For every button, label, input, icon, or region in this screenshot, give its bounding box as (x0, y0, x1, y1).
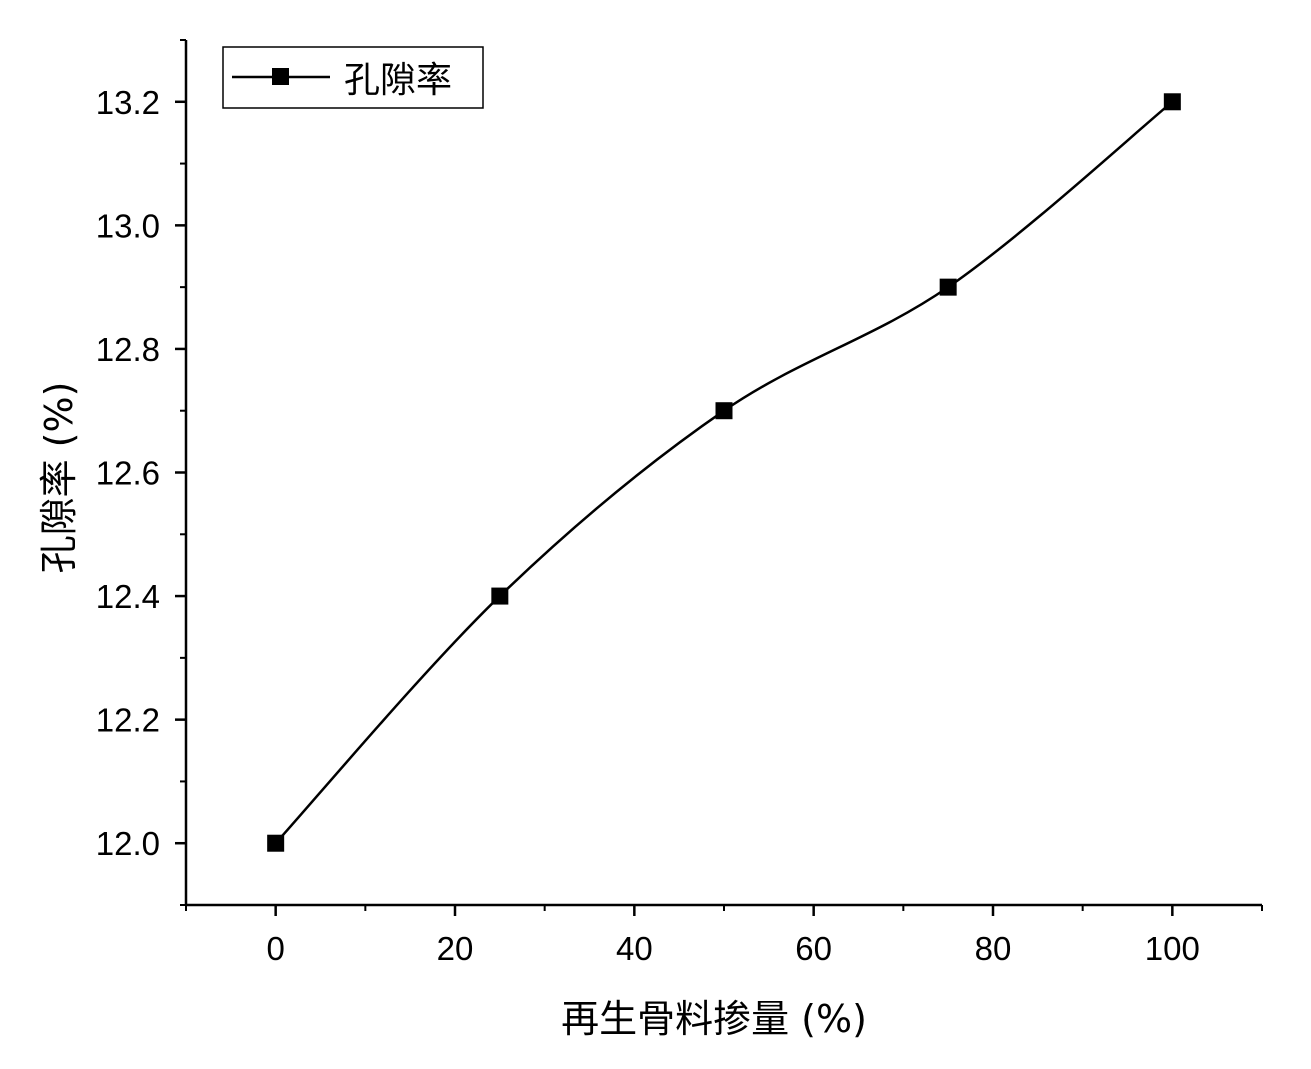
y-tick-label: 13.0 (96, 207, 160, 244)
data-point-marker (491, 587, 509, 605)
data-point-marker (267, 834, 285, 852)
ticks: 0 20 40 60 80 100 12.0 12.2 12.4 12.6 12.8 13.0 13.2 (96, 39, 1263, 967)
y-tick-label: 13.2 (96, 84, 160, 121)
data-point-marker (1163, 93, 1181, 111)
series (267, 93, 1181, 852)
series-line (274, 100, 1174, 845)
x-tick-label: 100 (1145, 930, 1200, 967)
y-tick-label: 12.6 (96, 455, 160, 492)
x-tick-label: 20 (437, 930, 474, 967)
x-tick-label: 80 (975, 930, 1012, 967)
x-tick-label: 40 (616, 930, 653, 967)
y-tick-label: 12.2 (96, 702, 160, 739)
y-axis-title: 孔隙率 (%) (37, 382, 81, 574)
x-tick-label: 0 (266, 930, 284, 967)
y-tick-label: 12.8 (96, 331, 160, 368)
legend-marker-square (272, 68, 289, 85)
x-axis-title: 再生骨料掺量 (%) (561, 997, 867, 1041)
y-tick-label: 12.0 (96, 825, 160, 862)
data-point-marker (715, 402, 733, 420)
y-tick-label: 12.4 (96, 578, 160, 615)
x-tick-label: 60 (795, 930, 832, 967)
axes (184, 40, 1262, 907)
legend-label: 孔隙率 (344, 60, 452, 101)
legend: 孔隙率 (222, 46, 484, 109)
data-point-marker (939, 278, 957, 296)
